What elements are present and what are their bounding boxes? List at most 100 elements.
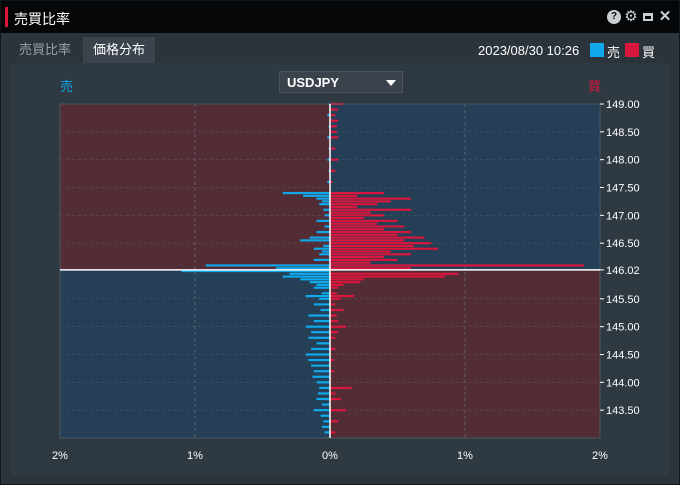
buy-bar — [330, 358, 335, 362]
buy-bar — [330, 108, 339, 111]
buy-bar — [330, 169, 336, 172]
buy-bar — [330, 219, 398, 222]
buy-bar — [330, 228, 384, 231]
buy-bar — [330, 431, 336, 434]
legend-buy-swatch — [625, 43, 639, 57]
sell-bar — [305, 294, 330, 298]
price-tick-label: 147.00 — [606, 210, 640, 222]
sell-bar — [324, 214, 330, 217]
buy-bar — [330, 253, 411, 256]
sell-bar — [316, 381, 330, 384]
title-accent — [5, 7, 8, 27]
buy-bar — [330, 386, 352, 389]
timestamp: 2023/08/30 10:26 — [478, 43, 580, 58]
sell-bar — [276, 267, 330, 270]
sell-bar — [313, 320, 330, 323]
buy-bar — [330, 130, 337, 133]
sell-bar — [205, 264, 330, 267]
chevron-down-icon — [386, 80, 396, 86]
sell-bar — [316, 342, 330, 345]
buy-bar — [330, 336, 336, 339]
buy-bar — [330, 247, 438, 250]
sell-bar — [300, 278, 330, 281]
legend-sell-label: 売 — [607, 45, 621, 60]
buy-bar — [330, 230, 411, 234]
sell-bar — [308, 358, 330, 362]
buy-bar — [330, 314, 337, 317]
sell-bar — [320, 308, 330, 312]
sell-bar — [317, 392, 330, 395]
buy-side-label: 買 — [588, 79, 602, 94]
sell-bar — [321, 250, 330, 253]
buy-bar — [330, 217, 364, 220]
help-icon[interactable]: ? — [607, 10, 621, 24]
window-title: 売買比率 — [14, 11, 70, 27]
percent-tick-label: 2% — [592, 450, 608, 462]
tab-bar: 売買比率 価格分布 — [1, 33, 679, 63]
sell-bar — [316, 230, 330, 234]
buy-bar — [330, 194, 357, 197]
tab-price-distribution[interactable]: 価格分布 — [83, 37, 156, 63]
price-tick-label: 146.02 — [606, 265, 640, 277]
sell-bar — [319, 253, 330, 256]
sell-bar — [282, 191, 330, 195]
price-tick-label: 146.50 — [606, 238, 640, 250]
currency-pair-value: USDJPY — [287, 75, 340, 90]
sell-bar — [308, 336, 330, 339]
sell-bar — [321, 292, 330, 295]
buy-bar — [330, 250, 391, 253]
sell-bar — [313, 409, 330, 412]
tab-buy-sell-ratio[interactable]: 売買比率 — [19, 42, 72, 57]
buy-bar — [330, 347, 336, 351]
sell-bar — [309, 281, 330, 284]
price-tick-label: 149.00 — [606, 99, 640, 111]
sell-bar — [324, 431, 330, 434]
buy-bar — [330, 147, 336, 150]
buy-bar — [330, 214, 384, 217]
price-tick-label: 145.00 — [606, 322, 640, 334]
sell-bar — [321, 425, 330, 428]
sell-bar — [316, 219, 330, 222]
sell-bar — [327, 180, 330, 184]
buy-bar — [330, 308, 344, 312]
buy-bar — [330, 125, 337, 128]
sell-bar — [313, 303, 330, 306]
price-tick-label: 148.50 — [606, 127, 640, 139]
buy-bar — [330, 420, 339, 423]
sell-bar — [311, 364, 330, 367]
price-tick-label: 143.50 — [606, 405, 640, 417]
sell-bar — [305, 353, 330, 356]
sell-bar — [282, 275, 330, 278]
buy-bar — [330, 275, 445, 278]
currency-pair-select[interactable]: USDJPY — [279, 71, 403, 93]
sell-side-label: 売 — [60, 79, 74, 94]
buy-bar — [330, 320, 339, 323]
buy-bar — [330, 272, 459, 275]
buy-bar — [330, 136, 339, 139]
percent-tick-label: 1% — [187, 450, 203, 462]
buy-bar — [330, 233, 398, 236]
title-bar[interactable]: 売買比率 ? ⚙ ✕ — [1, 1, 679, 33]
maximize-icon[interactable] — [641, 10, 655, 24]
sell-bar — [312, 375, 330, 378]
sell-bar — [323, 208, 330, 211]
buy-bar — [330, 264, 584, 267]
sell-bar — [321, 200, 330, 203]
buy-bar — [330, 294, 355, 298]
buy-bar — [330, 303, 336, 306]
buy-bar — [330, 392, 336, 395]
price-tick-label: 148.00 — [606, 155, 640, 167]
gear-icon[interactable]: ⚙ — [624, 8, 638, 25]
buy-bar — [330, 255, 384, 259]
buy-bar — [330, 325, 347, 328]
sell-bar — [323, 244, 330, 248]
buy-bar — [330, 370, 335, 373]
buy-bar — [330, 267, 411, 270]
buy-bar — [330, 261, 371, 264]
buy-bar — [330, 239, 405, 242]
close-icon[interactable]: ✕ — [658, 8, 672, 25]
sell-bar — [309, 236, 330, 239]
buy-bar — [330, 203, 378, 206]
buy-bar — [330, 236, 425, 239]
